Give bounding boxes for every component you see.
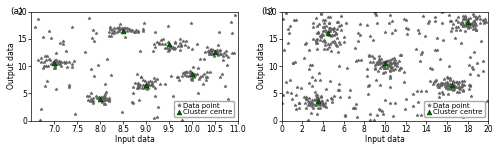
Text: (b): (b) xyxy=(261,7,274,16)
Y-axis label: Output data: Output data xyxy=(258,43,266,89)
Legend: Data point, Cluster centre: Data point, Cluster centre xyxy=(424,101,485,117)
X-axis label: Input data: Input data xyxy=(114,135,154,144)
Y-axis label: Output data: Output data xyxy=(7,43,16,89)
Legend: Data point, Cluster centre: Data point, Cluster centre xyxy=(174,101,234,117)
Text: (a): (a) xyxy=(10,7,23,16)
X-axis label: Input data: Input data xyxy=(365,135,405,144)
